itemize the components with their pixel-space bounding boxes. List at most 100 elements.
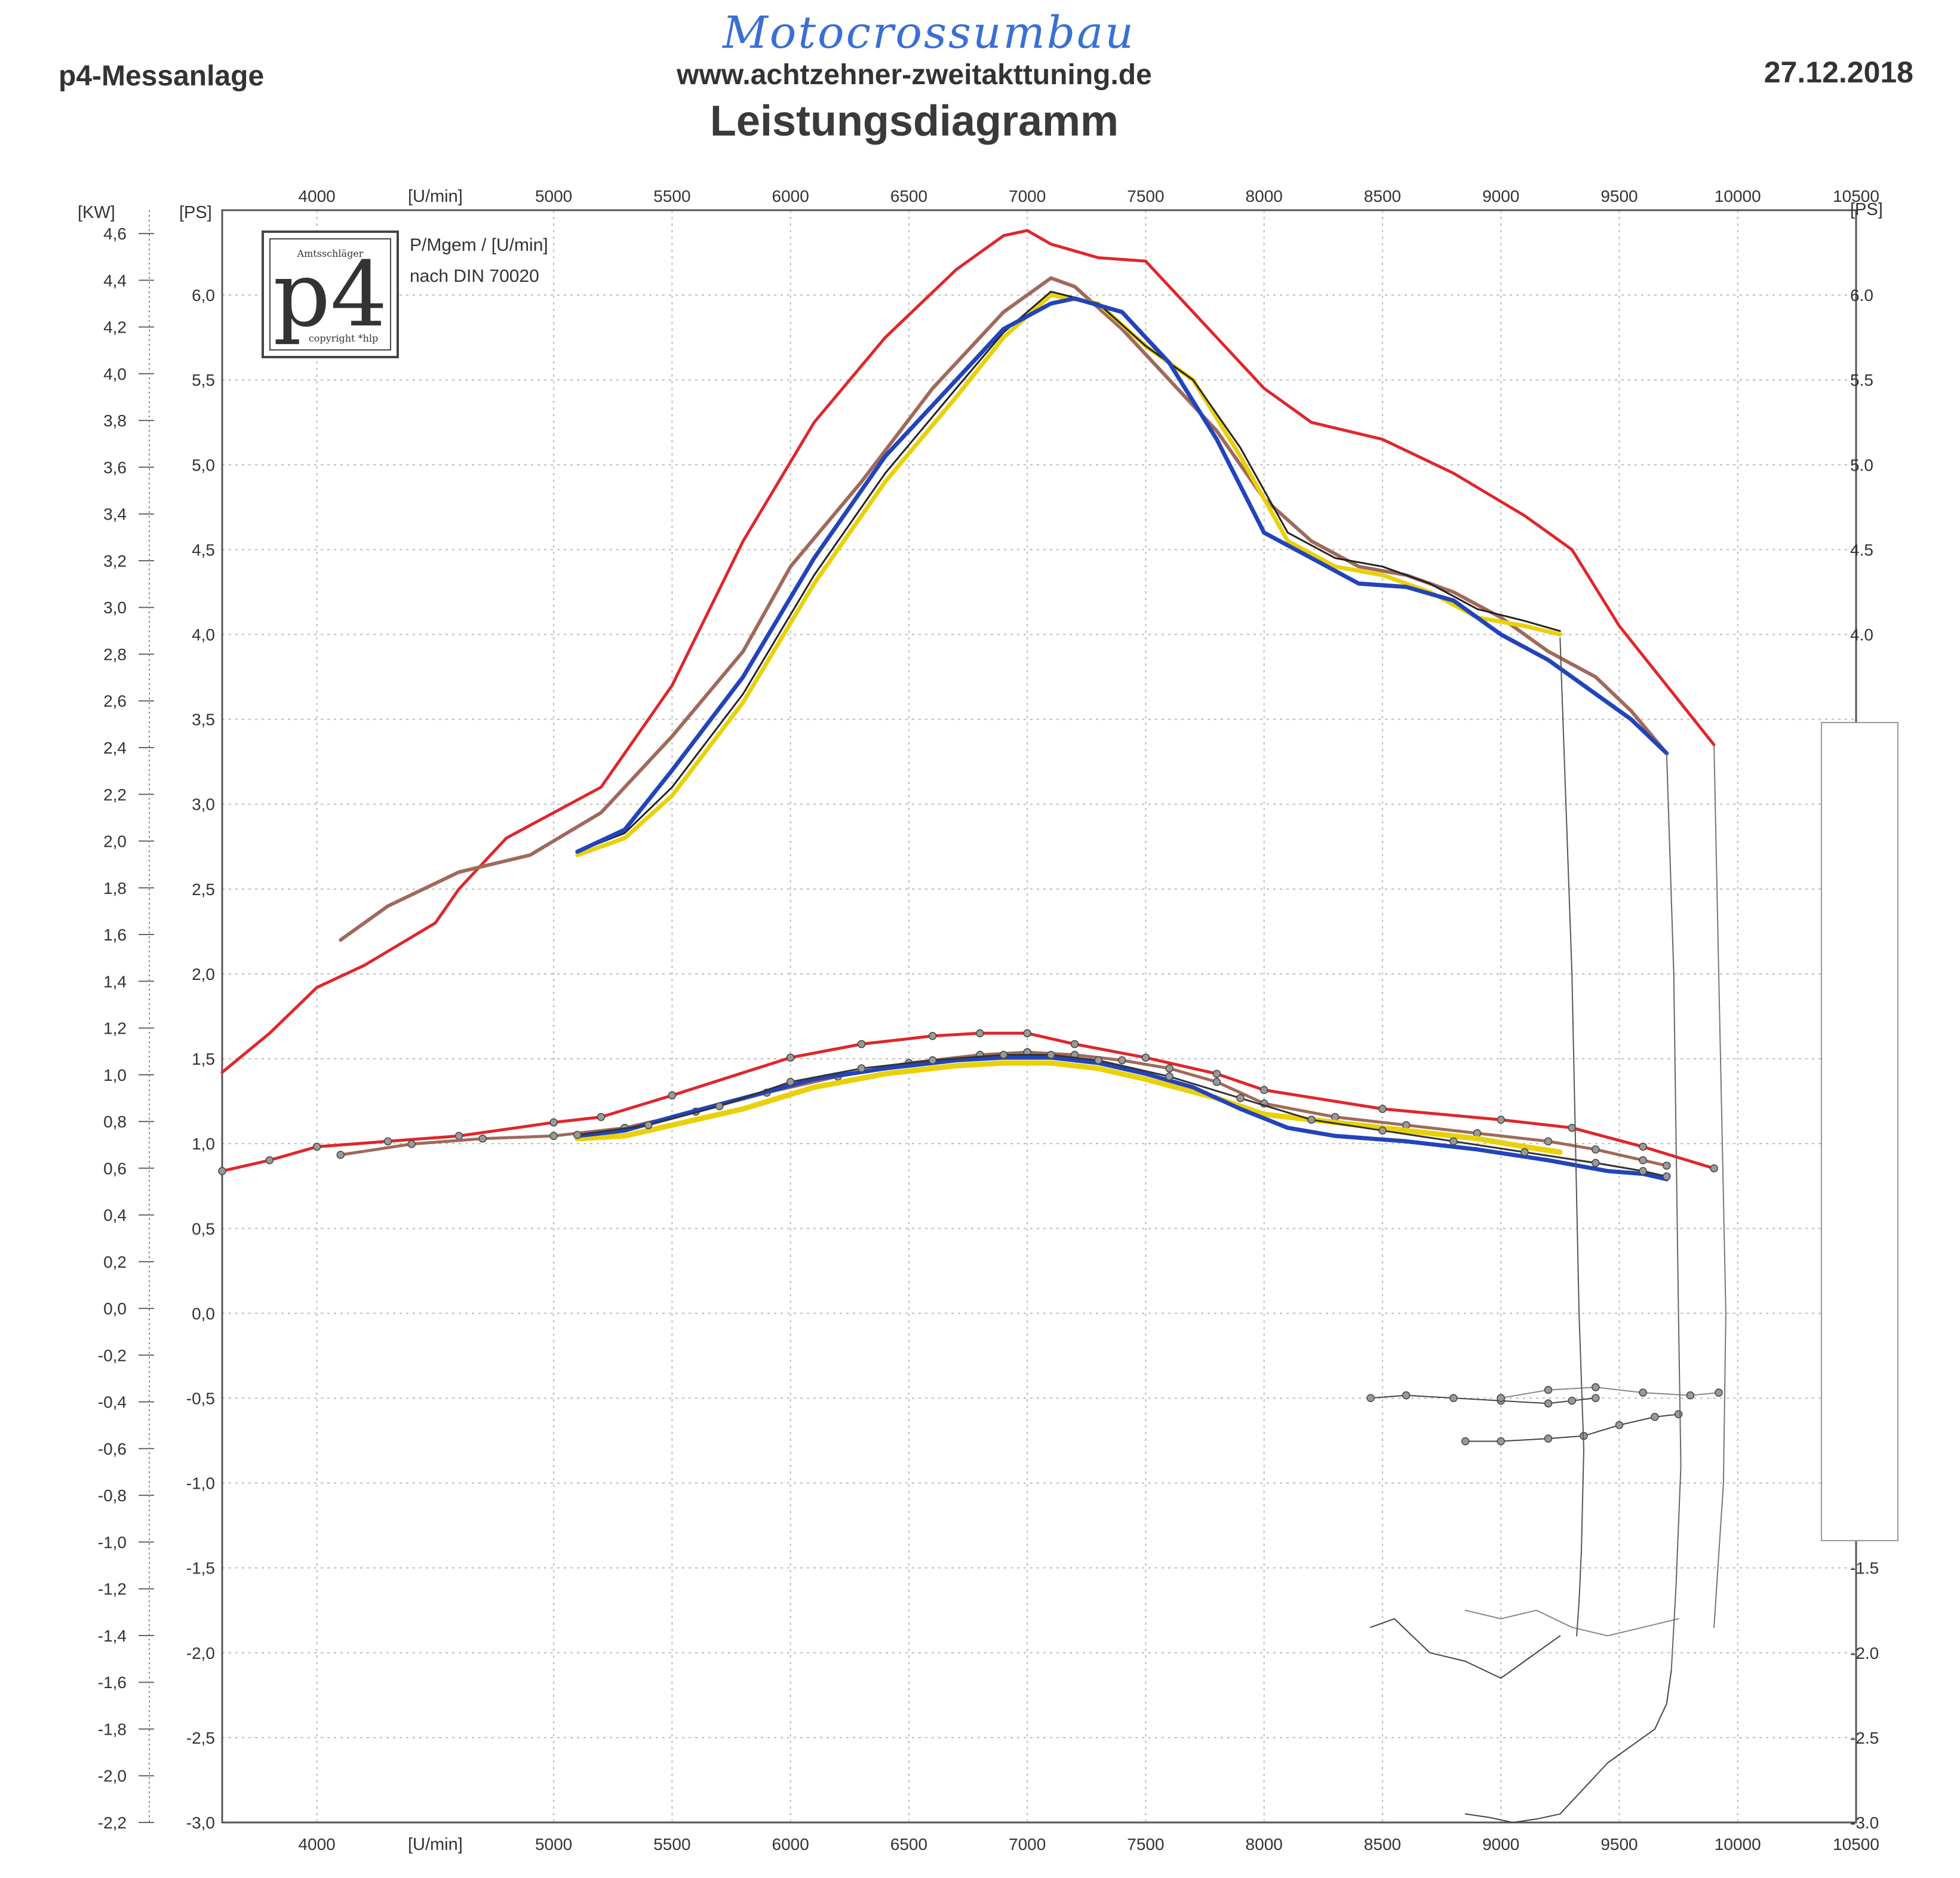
x-tick-top: 5000 [535,187,572,205]
data-point-torque_black [1639,1167,1647,1175]
y-tick-kw: 2,8 [103,645,127,663]
data-point-torque_red [928,1032,937,1040]
data-point-torque_red [1212,1069,1221,1078]
stamp-top-text: Amtsschläger [297,248,364,259]
y-tick-ps-left: 1,5 [192,1050,215,1068]
x-tick-bottom: 5500 [653,1835,690,1854]
y-tick-kw: 4,4 [103,271,127,290]
series-line-torque_red [220,1031,1716,1173]
stamp-bottom-text: copyright *hlp [309,333,378,344]
y-tick-kw: 0,0 [103,1299,127,1318]
series-line-runout_1 [1559,637,1584,1637]
data-point-decel_torque_dark [1544,1399,1553,1408]
data-point-torque_red [312,1142,321,1151]
y-tick-ps-left: 5,0 [192,456,215,474]
y-tick-kw: 1,2 [103,1019,127,1038]
y-tick-ps-right: 5.5 [1850,371,1873,389]
data-point-torque_red [1710,1164,1718,1173]
x-tick-top: 9000 [1482,187,1519,205]
website-url: www.achtzehner-zweitakttuning.de [677,59,1152,91]
data-point-decel_torque_grey [1544,1385,1553,1394]
x-tick-bottom: 7000 [1009,1835,1046,1854]
y-tick-kw: 0,8 [103,1112,127,1131]
data-point-decel_torque_dark2 [1674,1410,1683,1419]
data-point-torque_brown [1165,1064,1173,1072]
data-point-torque_red [1639,1142,1647,1151]
y-tick-ps-left: -2,5 [186,1729,215,1747]
stamp-logo: p4 [273,243,387,347]
data-point-decel_torque_dark2 [1615,1421,1624,1430]
handwritten-note: Motocrossumbau [723,7,1135,59]
y-tick-kw: 2,2 [103,785,127,804]
y-tick-kw: -0,6 [98,1440,127,1458]
x-tick-top: 6500 [890,187,927,205]
data-point-torque_red [454,1132,463,1141]
x-tick-bottom: 8000 [1246,1835,1283,1854]
plot-frame [221,209,1857,1824]
x-tick-bottom: 5000 [535,1835,572,1854]
y-tick-kw: -0,8 [98,1486,127,1505]
data-point-torque_red [976,1029,984,1038]
y-unit-ps-left: [PS] [179,203,212,222]
y-tick-kw: 3,6 [103,458,127,477]
p4-stamp: Amtsschläger p4 copyright *hlp [262,230,399,358]
series-line-decel_power_low [1464,1669,1672,1823]
data-point-torque_brown [1663,1161,1671,1170]
y-tick-kw: -1,8 [98,1720,127,1738]
data-point-torque_brown [1592,1145,1600,1154]
y-unit-ps-right: [PS] [1850,200,1883,219]
y-tick-ps-left: -2,0 [186,1644,215,1662]
x-tick-top: 8000 [1246,187,1283,205]
series-line-decel_power_grey [1464,1609,1679,1637]
y-tick-kw: 1,0 [103,1066,127,1084]
y-tick-ps-right: 6.0 [1850,286,1873,305]
data-point-decel_torque_grey [1592,1383,1600,1391]
y-tick-ps-left: 3,0 [192,795,215,814]
y-tick-ps-left: 2,0 [192,965,215,983]
series-line-power_blue [575,296,1669,854]
y-tick-kw: 0,2 [103,1253,127,1271]
y-tick-kw: 3,4 [103,505,127,524]
y-tick-ps-right: -3.0 [1850,1814,1879,1832]
series-line-power_black [576,290,1561,853]
series-line-decel_torque_grey [1500,1387,1719,1399]
y-tick-ps-right: -2.5 [1850,1729,1879,1747]
data-point-torque_red [218,1167,226,1175]
x-tick-bottom: 8500 [1364,1835,1401,1854]
data-point-torque_black [1663,1172,1671,1181]
legend-line-2: nach DIN 70020 [410,266,539,286]
data-point-decel_torque_dark [1592,1394,1600,1402]
x-tick-top: 9500 [1600,187,1638,205]
x-tick-bottom: 6500 [890,1835,927,1854]
data-point-torque_black [786,1078,795,1086]
x-unit-top: [U/min] [408,187,463,206]
data-point-torque_red [857,1040,866,1049]
y-tick-kw: -2,2 [98,1814,127,1832]
data-point-torque_black [1307,1115,1316,1124]
data-point-torque_black [644,1121,653,1129]
data-point-decel_torque_dark [1449,1394,1458,1402]
y-unit-kw: [KW] [78,203,115,222]
data-point-torque_brown [1212,1078,1221,1086]
series-line-torque_blue [575,1055,1669,1182]
data-point-decel_torque_grey [1639,1388,1647,1397]
data-point-torque_black [573,1130,582,1139]
y-tick-kw: 0,4 [103,1206,127,1225]
y-tick-ps-left: -1,5 [186,1559,215,1578]
y-tick-ps-left: -1,0 [186,1474,215,1493]
grid [139,210,1856,1823]
data-point-decel_torque_dark [1568,1397,1576,1405]
y-tick-ps-right: 4.5 [1850,540,1873,559]
left-title: p4-Messanlage [59,60,265,92]
y-tick-ps-left: -3,0 [186,1814,215,1832]
y-tick-kw: -2,0 [98,1767,127,1785]
data-point-torque_brown [1118,1056,1126,1065]
x-tick-top: 10000 [1715,187,1761,205]
y-tick-ps-left: 2,5 [192,880,215,899]
y-tick-ps-left: 3,5 [192,711,215,729]
date: 27.12.2018 [1764,56,1913,89]
data-point-decel_torque_grey [1715,1388,1723,1397]
x-tick-bottom: 10500 [1833,1835,1879,1854]
data-point-torque_black [928,1056,937,1065]
data-point-torque_brown [336,1151,345,1159]
